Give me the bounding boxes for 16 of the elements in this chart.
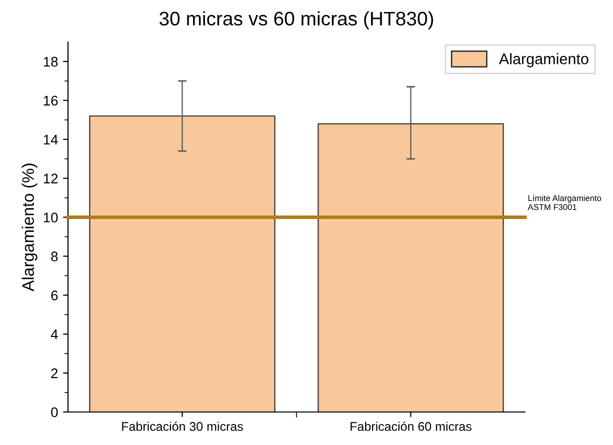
y-tick-label: 8	[51, 252, 58, 262]
y-tick-label: 18	[44, 56, 58, 67]
y-tick-label: 4	[50, 330, 58, 340]
y-tick-label: 14	[44, 134, 58, 144]
y-tick-label: 16	[44, 96, 58, 106]
legend-label: Alargamiento	[498, 53, 588, 68]
y-tick-label: 0	[51, 407, 58, 418]
x-tick-label: Fabricación 30 micras	[122, 422, 243, 431]
y-axis-title: Alargamiento (%)	[22, 164, 38, 292]
y-tick-label: 12	[44, 174, 58, 184]
y-tick-label: 2	[51, 368, 58, 378]
y-tick-label: 10	[44, 212, 58, 222]
y-tick-label: 6	[51, 290, 58, 300]
ref-line-label: Límite Alargamiento ASTM F3001	[528, 194, 602, 210]
chart-title: 30 micras vs 60 micras (HT830)	[159, 11, 434, 30]
x-tick-label: Fabricación 60 micras	[350, 422, 472, 431]
